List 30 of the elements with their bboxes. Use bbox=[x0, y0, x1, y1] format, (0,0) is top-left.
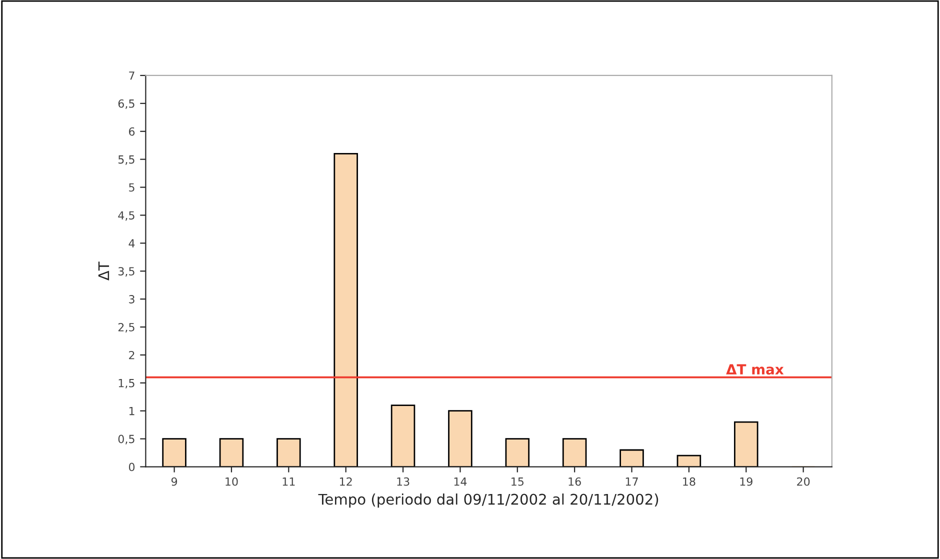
x-tick-label: 17 bbox=[626, 478, 638, 486]
x-tick-label: 12 bbox=[340, 477, 352, 486]
y-tick-label: 2,5 bbox=[118, 322, 134, 333]
x-tick-label: 18 bbox=[683, 477, 696, 486]
y-tick-label: 5,5 bbox=[118, 155, 134, 165]
y-tick-label: 3,5 bbox=[118, 267, 134, 277]
y-tick-label: 7 bbox=[129, 72, 134, 80]
x-tick-label: 20 bbox=[797, 477, 810, 486]
y-axis-title: ΔT bbox=[98, 262, 110, 280]
x-tick-label: 19 bbox=[740, 477, 752, 486]
x-tick-label: 14 bbox=[454, 478, 467, 486]
x-tick-label: 11 bbox=[282, 478, 295, 486]
x-tick-label: 10 bbox=[226, 477, 238, 486]
y-tick-label: 5 bbox=[129, 183, 134, 192]
x-tick-label: 16 bbox=[568, 477, 581, 486]
y-tick-label: 6,5 bbox=[118, 99, 134, 109]
y-tick-label: 4,5 bbox=[118, 211, 134, 221]
y-tick-label: 0,5 bbox=[118, 434, 134, 444]
x-tick-label: 15 bbox=[512, 478, 524, 486]
y-tick-label: 3 bbox=[129, 295, 134, 304]
ref-line-label: ΔT max bbox=[726, 364, 784, 375]
y-tick-label: 6 bbox=[128, 127, 135, 136]
y-tick-label: 2 bbox=[129, 350, 134, 360]
y-tick-label: 4 bbox=[128, 239, 135, 248]
y-tick-label: 1,5 bbox=[118, 379, 134, 388]
x-tick-label: 13 bbox=[397, 477, 410, 486]
x-axis-title: Tempo (periodo dal 09/11/2002 al 20/11/2002) bbox=[318, 493, 658, 508]
y-tick-label: 1 bbox=[129, 406, 134, 416]
y-tick-label: 0 bbox=[128, 462, 135, 472]
x-tick-label: 9 bbox=[171, 477, 178, 486]
